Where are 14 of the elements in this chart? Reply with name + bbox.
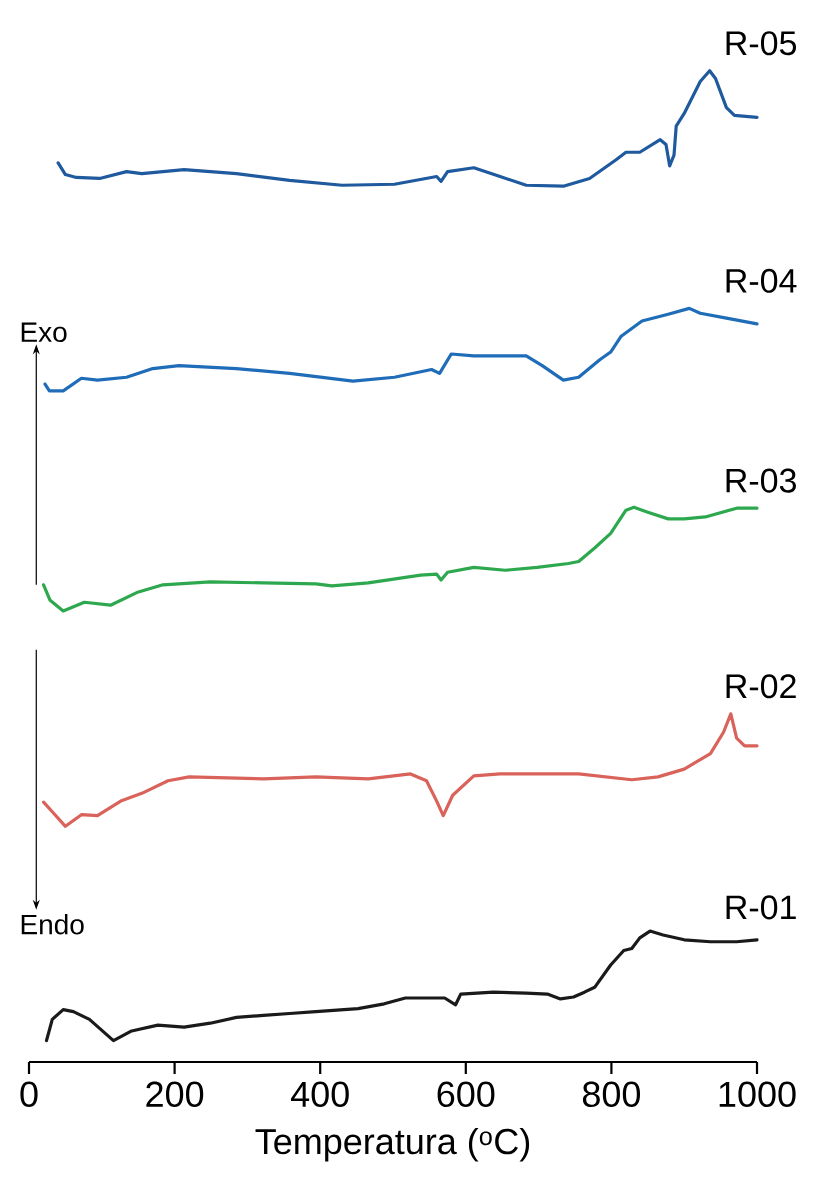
series-label: R-04 [726, 268, 797, 293]
series-label: R-05 [726, 31, 797, 56]
x-tick-label: 600 [437, 1081, 495, 1108]
series-label: R-01 [726, 895, 796, 920]
annotation: Endo [21, 913, 84, 935]
x-tick-label: 1000 [719, 1081, 796, 1108]
annotation: Exo [21, 322, 67, 343]
series-label: R-02 [726, 674, 796, 699]
x-tick-label: 800 [582, 1081, 641, 1108]
x-tick-label: 0 [20, 1081, 38, 1108]
series-label: R-03 [726, 468, 796, 493]
x-tick-label: 400 [291, 1081, 349, 1108]
x-axis-title: Temperatura ($^{o}$C) [255, 1127, 530, 1162]
x-tick-label: 200 [146, 1081, 204, 1108]
